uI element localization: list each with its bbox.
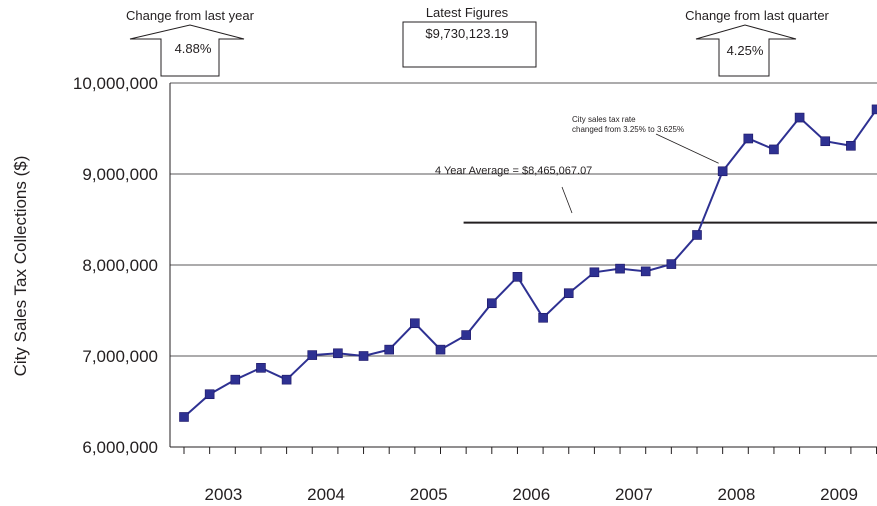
annotation-text: City sales tax rate <box>572 115 636 124</box>
change-from-last-year-value: 4.88% <box>175 41 212 56</box>
change-from-last-year-indicator: Change from last year 4.88% <box>126 8 255 77</box>
average-label: 4 Year Average = $8,465,067.07 <box>435 165 592 177</box>
y-tick-label: 10,000,000 <box>73 74 158 93</box>
data-point <box>563 288 574 299</box>
average-group: 4 Year Average = $8,465,067.07 <box>435 165 877 224</box>
y-tick-label: 9,000,000 <box>82 165 158 184</box>
data-point <box>615 263 625 274</box>
data-point <box>846 140 856 151</box>
data-point <box>179 412 189 422</box>
data-point <box>230 374 241 385</box>
data-point <box>256 363 266 373</box>
data-point <box>512 272 523 282</box>
latest-figures-box <box>402 21 537 68</box>
annotation-text: changed from 3.25% to 3.625% <box>572 125 684 134</box>
data-point <box>307 350 318 360</box>
x-tick-label: 2006 <box>512 485 550 504</box>
y-axis-label: City Sales Tax Collections ($) <box>11 156 30 377</box>
change-from-last-year-label: Change from last year <box>126 8 255 23</box>
data-point <box>794 112 805 123</box>
data-point <box>486 298 497 309</box>
latest-figures-indicator: Latest Figures $9,730,123.19 <box>402 5 537 68</box>
average-label-pointer <box>561 186 573 214</box>
up-arrow-icon <box>695 24 797 77</box>
latest-figures-value: $9,730,123.19 <box>425 26 508 41</box>
data-point <box>820 136 831 147</box>
annotation-pointer <box>655 133 719 164</box>
series-line <box>183 108 877 418</box>
y-tick-label: 7,000,000 <box>82 347 158 366</box>
data-point <box>281 374 292 385</box>
data-point <box>769 144 779 155</box>
data-point <box>871 104 877 115</box>
axes <box>169 83 877 454</box>
data-point <box>384 344 395 355</box>
x-tick-label: 2005 <box>410 485 448 504</box>
series-group <box>179 104 877 422</box>
data-point <box>204 389 215 400</box>
data-point <box>435 344 446 355</box>
change-from-last-quarter-indicator: Change from last quarter 4.25% <box>685 8 830 77</box>
x-tick-label: 2007 <box>615 485 653 504</box>
x-tick-label: 2004 <box>307 485 345 504</box>
y-tick-label: 8,000,000 <box>82 256 158 275</box>
data-point <box>358 351 369 361</box>
data-point <box>717 166 728 177</box>
grid-lines <box>170 82 877 357</box>
up-arrow-icon <box>129 24 245 77</box>
data-point <box>692 230 702 240</box>
data-point <box>589 267 600 278</box>
change-from-last-quarter-label: Change from last quarter <box>685 8 829 23</box>
data-point <box>666 259 677 269</box>
data-point <box>640 266 651 277</box>
data-point <box>333 348 343 359</box>
data-point <box>743 133 754 144</box>
x-tick-label: 2008 <box>718 485 756 504</box>
y-tick-label: 6,000,000 <box>82 438 158 457</box>
x-tick-labels: 2003 2004 2005 2006 2007 2008 2009 <box>205 485 858 504</box>
data-point <box>410 318 420 329</box>
data-point <box>538 312 548 323</box>
change-from-last-quarter-value: 4.25% <box>727 43 764 58</box>
latest-figures-label: Latest Figures <box>426 5 509 20</box>
x-tick-label: 2009 <box>820 485 858 504</box>
data-point <box>461 330 471 340</box>
y-tick-labels: 6,000,000 7,000,000 8,000,000 9,000,000 10,0… <box>73 74 158 457</box>
x-tick-label: 2003 <box>205 485 243 504</box>
